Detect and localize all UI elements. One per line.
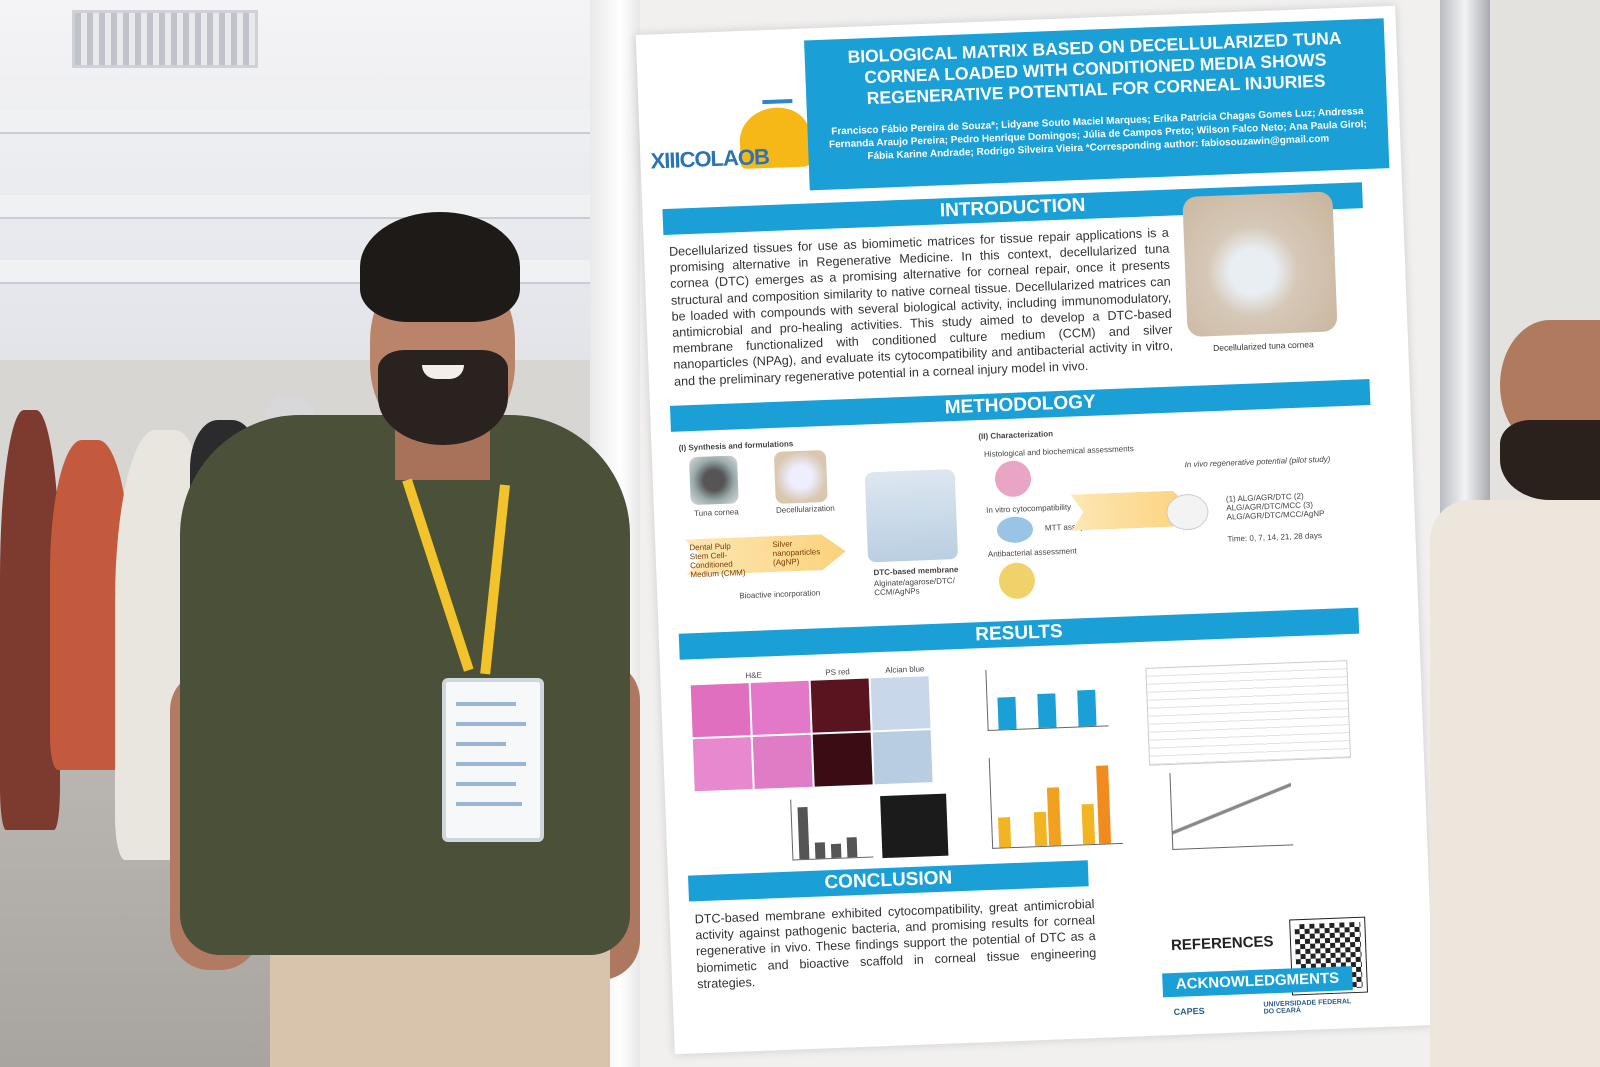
ceiling-truss [0, 195, 620, 219]
synthesis-label: (I) Synthesis and formulations [678, 439, 794, 453]
he-label: H&E [745, 670, 762, 681]
badge-line [456, 722, 526, 726]
petri-dish-icon [996, 516, 1034, 544]
smile [422, 365, 464, 379]
he-native-image [690, 683, 751, 738]
histo-label: Histological and biochemical assessments [983, 444, 1134, 459]
dna-bar [797, 806, 810, 860]
silver-label: Silver nanoparticles (AgNP) [772, 539, 821, 568]
antibacterial-chart [988, 752, 1124, 849]
christ-statue-graphic [762, 98, 793, 105]
tuna-eye-image [688, 455, 739, 506]
poster-authors: Francisco Fábio Pereira de Souza*; Lidya… [828, 106, 1367, 163]
badge-line [456, 782, 516, 786]
olive-polo-shirt [180, 415, 630, 955]
bioactive-label: Bioactive incorporation [739, 588, 821, 601]
invivo-label: In vivo regenerative potential (pilot st… [1184, 454, 1331, 470]
alcian-dtc-image [872, 730, 933, 785]
ufc-logo: UNIVERSIDADE FEDERAL DO CEARÁ [1263, 998, 1352, 1016]
pulp-label: Dental Pulp Stem Cell-Conditioned Medium… [689, 541, 746, 580]
ceiling-truss [0, 110, 620, 134]
dna-bar [814, 842, 826, 859]
ps-dtc-image [812, 732, 873, 787]
viability-bar [997, 696, 1017, 730]
bystander [1420, 320, 1600, 1067]
ps-label: PS red [825, 667, 850, 678]
presenter [170, 200, 640, 1067]
tuna-cornea-label: Tuna cornea [693, 507, 739, 519]
methodology-diagram: (I) Synthesis and formulations Tuna corn… [673, 417, 1369, 623]
poster-title: BIOLOGICAL MATRIX BASED ON DECELLULARIZE… [847, 27, 1342, 109]
air-vent [72, 10, 258, 68]
results-figures: H&E PS red Alcian blue [675, 647, 1382, 874]
membrane-label: DTC-based membrane [873, 564, 959, 578]
viability-bar [1037, 693, 1057, 729]
badge-line [456, 702, 516, 706]
he-dtc-zoom-image [752, 734, 813, 789]
conclusion-text: DTC-based membrane exhibited cytocompati… [694, 897, 1097, 992]
bacteria-bar [1033, 811, 1048, 847]
dna-bar [830, 843, 842, 859]
alcian-native-image [870, 676, 931, 731]
logo-text: XIIICOLAOB [650, 143, 770, 174]
capes-logo: CAPES [1173, 1005, 1205, 1018]
badge-line [456, 802, 522, 806]
histology-icon [994, 460, 1032, 498]
bacteria-bar [1046, 787, 1062, 846]
name-badge [442, 678, 544, 842]
time-label: Time: 0, 7, 14, 21, 28 days [1227, 530, 1323, 544]
rabbit-icon [1165, 493, 1210, 531]
badge-line [456, 742, 506, 746]
he-native-zoom-image [750, 680, 811, 735]
bacteria-bar [1081, 803, 1096, 845]
badge-line [456, 762, 526, 766]
title-box: BIOLOGICAL MATRIX BASED ON DECELLULARIZE… [804, 18, 1390, 191]
bacteria-bar [998, 817, 1012, 848]
references-label: REFERENCES [1170, 933, 1274, 955]
decellularized-image [773, 449, 828, 504]
conference-logo: XIIICOLAOB [648, 98, 811, 194]
lesion-area-chart [1169, 768, 1294, 850]
cell-viability-chart [985, 665, 1109, 731]
bacteria-bar [1096, 765, 1112, 844]
invitro-label: In vitro cytocompatibility [986, 502, 1072, 515]
introduction-text: Decellularized tissues for use as biomim… [668, 225, 1174, 389]
hair [360, 212, 520, 322]
decellularization-label: Decellularization [775, 503, 835, 515]
ps-native-image [810, 678, 871, 733]
bystander-shirt [1430, 500, 1600, 1067]
clinical-score-table [1145, 660, 1351, 766]
gel-electrophoresis-image [880, 793, 949, 859]
viability-bar [1077, 689, 1097, 727]
dna-bar [846, 837, 858, 858]
dna-bar-chart [790, 796, 874, 861]
alcian-label: Alcian blue [885, 664, 925, 675]
membrane-image [864, 469, 959, 563]
scientific-poster: XIIICOLAOB BIOLOGICAL MATRIX BASED ON DE… [635, 5, 1435, 1055]
bystander-beard [1500, 420, 1600, 500]
he-dtc-image [692, 737, 753, 792]
membrane-sub-label: Alginate/agarose/DTC/ CCM/AgNPs [873, 576, 955, 598]
photo-caption: Decellularized tuna cornea [1212, 339, 1314, 354]
tuna-cornea-photo [1182, 191, 1338, 337]
groups-label: (1) ALG/AGR/DTC (2) ALG/AGR/DTC/MCC (3) … [1225, 491, 1325, 522]
antibacterial-label: Antibacterial assessment [987, 546, 1077, 559]
bacteria-plate-icon [998, 562, 1036, 600]
characterization-label: (II) Characterization [978, 429, 1054, 442]
hall-ceiling [0, 0, 620, 360]
